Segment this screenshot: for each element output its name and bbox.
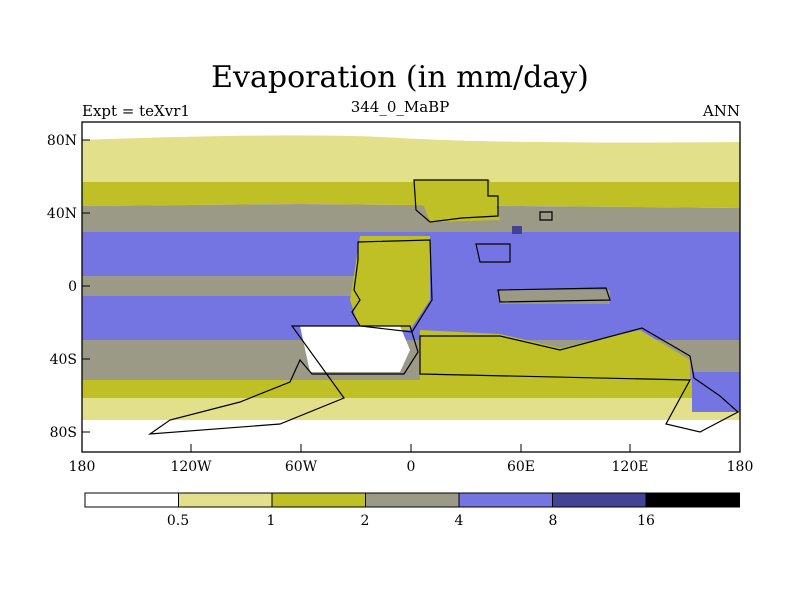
map-title: Evaporation (in mm/day) bbox=[211, 60, 589, 95]
band-north-mid bbox=[82, 182, 740, 208]
lon-label: 180 bbox=[69, 459, 96, 475]
south-east-blue bbox=[692, 372, 740, 412]
season-label: ANN bbox=[702, 102, 740, 120]
lon-label: 60E bbox=[507, 459, 535, 475]
colorbar-label: 1 bbox=[267, 513, 276, 529]
axis-ticks bbox=[81, 139, 741, 452]
colorbar-boxes bbox=[84, 492, 740, 508]
colorbar-box bbox=[552, 492, 647, 508]
coastline-main bbox=[351, 239, 433, 333]
desert-zone bbox=[300, 326, 410, 372]
coastline-east-island bbox=[497, 287, 611, 303]
colorbar: 0.5 1 2 4 8 16 bbox=[84, 492, 740, 529]
lon-label: 60W bbox=[285, 459, 318, 475]
colorbar-label: 4 bbox=[455, 513, 464, 529]
colorbar-label: 0.5 bbox=[167, 513, 189, 529]
coastline-islet bbox=[539, 211, 553, 221]
band-south-low bbox=[82, 398, 740, 420]
colorbar-box bbox=[271, 492, 366, 508]
lat-label: 40N bbox=[47, 206, 77, 222]
period-label: 344_0_MaBP bbox=[350, 98, 450, 116]
continent-main bbox=[350, 236, 430, 330]
lon-label: 0 bbox=[407, 459, 416, 475]
lat-label: 80S bbox=[50, 425, 77, 441]
colorbar-box bbox=[84, 492, 179, 508]
band-north-white bbox=[82, 122, 740, 140]
experiment-label: Expt = teXvr1 bbox=[82, 102, 190, 120]
lon-label: 180 bbox=[727, 459, 754, 475]
south-landmass bbox=[420, 330, 690, 392]
map-panel bbox=[81, 121, 741, 453]
north-landmass bbox=[414, 180, 500, 222]
colorbar-box bbox=[645, 492, 740, 508]
band-north-low-2 bbox=[82, 158, 740, 182]
band-north-grey bbox=[82, 204, 740, 232]
colorbar-box bbox=[178, 492, 273, 508]
lon-label: 120E bbox=[612, 459, 649, 475]
coastline-south bbox=[419, 327, 740, 433]
lat-label: 0 bbox=[68, 279, 77, 295]
coastline-southwest bbox=[147, 325, 419, 435]
band-north-low bbox=[82, 135, 740, 162]
coastline-small-island bbox=[475, 243, 511, 263]
lon-label: 120W bbox=[170, 459, 212, 475]
colorbar-label: 2 bbox=[361, 513, 370, 529]
colorbar-box bbox=[458, 492, 553, 508]
colorbar-label: 16 bbox=[637, 513, 655, 529]
band-south-white bbox=[82, 420, 740, 452]
coastlines bbox=[147, 179, 740, 435]
high-evap-spot bbox=[512, 226, 522, 234]
coastline-north bbox=[413, 179, 499, 223]
colorbar-box bbox=[365, 492, 460, 508]
lat-label: 80N bbox=[47, 133, 77, 149]
band-equatorial-grey bbox=[82, 276, 360, 296]
colorbar-label: 8 bbox=[549, 513, 558, 529]
lat-label: 40S bbox=[50, 352, 77, 368]
